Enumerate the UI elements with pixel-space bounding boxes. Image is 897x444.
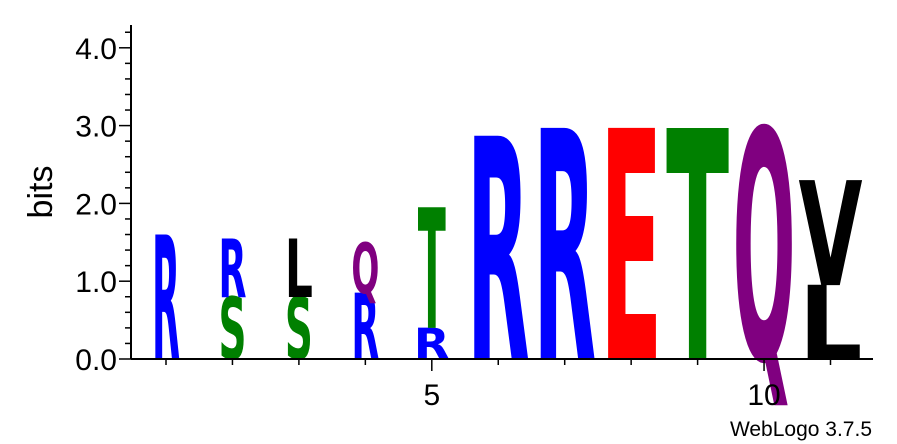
logo-glyph-r-pos6: R: [467, 75, 530, 432]
y-axis-title: bits: [22, 166, 60, 219]
logo-glyph-t-pos9: T: [666, 66, 729, 435]
logo-glyph-v-pos11: V: [799, 151, 863, 319]
y-tick-label: 2.0: [75, 188, 117, 221]
logo-glyph-r-pos1: R: [152, 201, 180, 400]
logo-glyph-r-pos2: R: [218, 222, 246, 316]
y-tick-label: 0.0: [75, 344, 117, 377]
y-tick-label: 4.0: [75, 33, 117, 66]
logo-glyph-r-pos7: R: [533, 65, 596, 435]
y-tick-label: 1.0: [75, 266, 117, 299]
x-tick-label: 5: [423, 379, 440, 412]
logo-glyph-l-pos3: L: [285, 224, 313, 317]
y-tick-label: 3.0: [75, 111, 117, 144]
logo-glyph-e-pos8: E: [600, 66, 663, 435]
logo-glyph-t-pos5: T: [418, 176, 446, 368]
weblogo-credit: WebLogo 3.7.5: [730, 418, 872, 441]
x-tick-label: 10: [747, 379, 780, 412]
logo-glyph-q-pos4: Q: [351, 229, 379, 309]
